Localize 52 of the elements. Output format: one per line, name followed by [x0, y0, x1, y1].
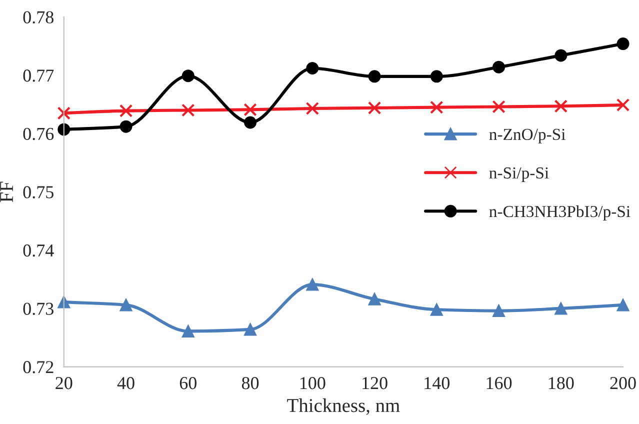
x-axis-title: Thickness, nm — [287, 398, 400, 415]
point — [368, 101, 382, 115]
legend-label: n-ZnO/p-Si — [489, 128, 566, 144]
point — [244, 116, 257, 129]
point — [430, 70, 443, 83]
x-tick-label: 120 — [362, 377, 388, 390]
point — [244, 323, 257, 336]
legend-label: n-CH3NH3PbI3/p-Si — [489, 205, 630, 221]
point — [430, 100, 444, 114]
x-tick-label: 200 — [610, 377, 636, 390]
point — [616, 38, 630, 50]
x-tick-label: 180 — [548, 377, 574, 390]
y-tick-label: 0.74 — [23, 244, 54, 257]
x-tick-label: 60 — [180, 377, 196, 390]
point — [120, 120, 132, 133]
point — [492, 100, 506, 114]
point — [492, 60, 506, 74]
x-tick-label: 140 — [424, 377, 450, 390]
point — [554, 49, 568, 62]
point — [306, 62, 319, 75]
point — [119, 104, 133, 118]
point — [182, 70, 194, 82]
y-tick-label: 0.73 — [23, 302, 54, 315]
legend-label: n-Si/p-Si — [489, 167, 549, 182]
point — [120, 298, 132, 312]
x-tick-label: 100 — [300, 377, 326, 390]
y-tick-label: 0.78 — [23, 11, 54, 24]
point — [492, 304, 506, 318]
point — [306, 102, 319, 116]
point — [554, 302, 568, 315]
y-tick-label: 0.77 — [23, 70, 54, 82]
point — [430, 303, 443, 316]
y-tick-label: 0.72 — [23, 361, 54, 374]
point — [182, 104, 195, 117]
point — [616, 298, 630, 312]
y-tick-label: 0.75 — [23, 186, 54, 198]
y-tick-label: 0.76 — [23, 128, 54, 140]
point — [58, 296, 70, 308]
point — [57, 106, 70, 120]
point — [368, 292, 381, 306]
y-axis-title: FF — [0, 182, 13, 202]
x-tick-label: 80 — [242, 377, 259, 390]
point — [554, 100, 568, 113]
point — [244, 103, 257, 116]
x-tick-label: 40 — [117, 377, 134, 390]
point — [58, 123, 70, 136]
point — [368, 70, 381, 83]
point — [616, 98, 630, 112]
x-tick-label: 20 — [56, 377, 72, 390]
point — [306, 278, 319, 291]
point — [182, 324, 194, 338]
x-tick-label: 160 — [486, 377, 512, 390]
